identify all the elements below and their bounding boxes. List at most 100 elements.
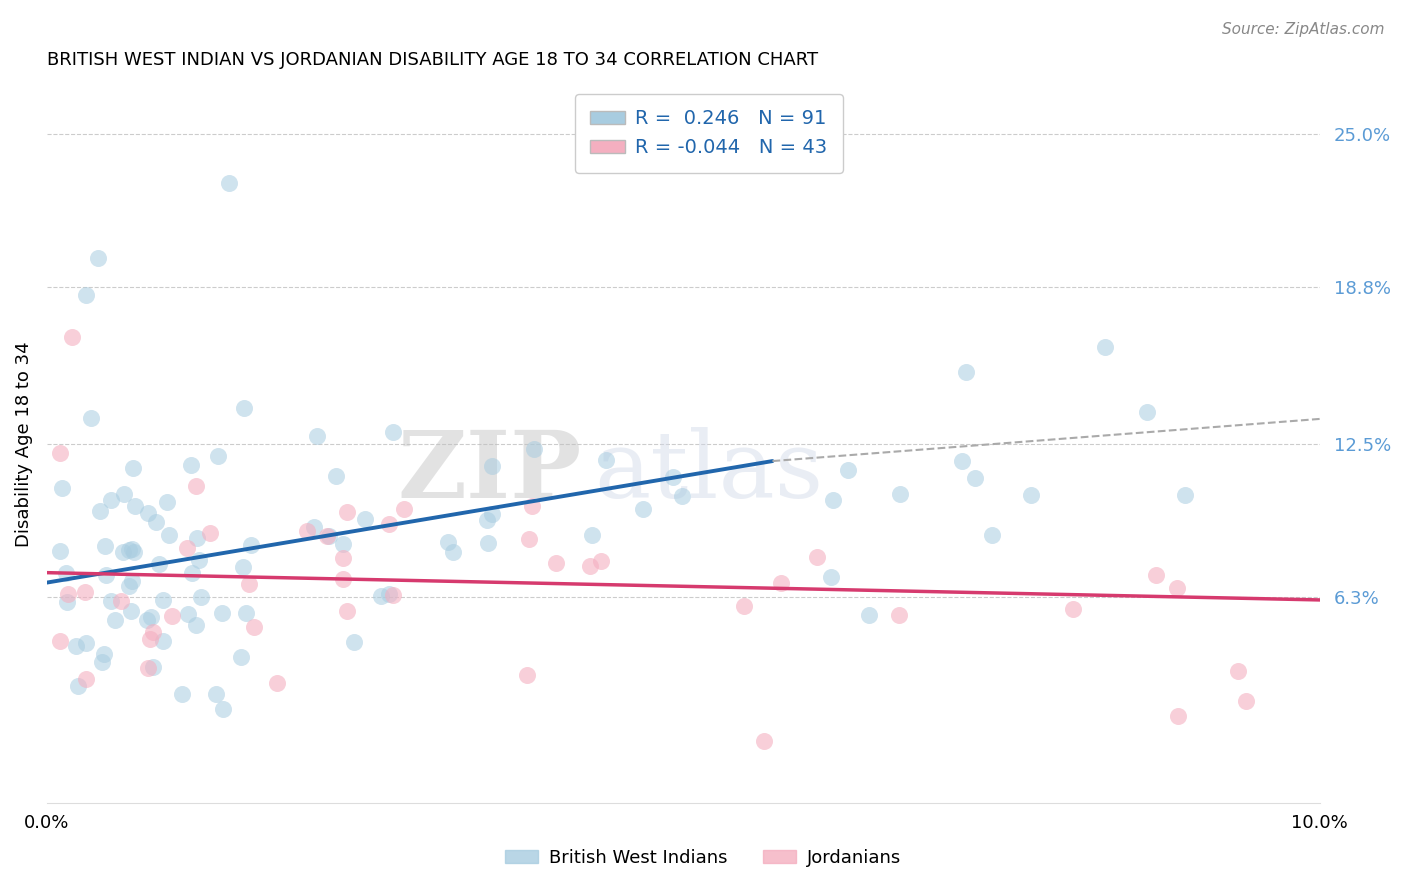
Point	[1019, 488, 1042, 502]
Point	[157, 528, 180, 542]
Point	[1234, 693, 1257, 707]
Point	[148, 557, 170, 571]
Point	[671, 489, 693, 503]
Point	[55, 566, 77, 580]
Point	[242, 620, 264, 634]
Point	[48, 543, 70, 558]
Point	[96, 567, 118, 582]
Point	[136, 661, 159, 675]
Point	[889, 487, 911, 501]
Point	[522, 500, 544, 514]
Point	[481, 507, 503, 521]
Point	[93, 647, 115, 661]
Point	[523, 442, 546, 456]
Point	[1166, 581, 1188, 595]
Point	[156, 495, 179, 509]
Point	[581, 528, 603, 542]
Point	[235, 606, 257, 620]
Point	[955, 365, 977, 379]
Point	[118, 579, 141, 593]
Point	[112, 486, 135, 500]
Point	[354, 512, 377, 526]
Point	[100, 493, 122, 508]
Point	[589, 553, 612, 567]
Point	[87, 251, 110, 265]
Text: ZIP: ZIP	[398, 427, 582, 517]
Point	[186, 531, 208, 545]
Point	[176, 541, 198, 556]
Point	[75, 584, 97, 599]
Point	[229, 650, 252, 665]
Point	[136, 613, 159, 627]
Point	[145, 516, 167, 530]
Point	[100, 594, 122, 608]
Point	[754, 734, 776, 748]
Point	[981, 527, 1004, 541]
Point	[378, 587, 401, 601]
Point	[139, 632, 162, 647]
Point	[232, 401, 254, 416]
Point	[48, 446, 70, 460]
Point	[318, 529, 340, 543]
Point	[104, 613, 127, 627]
Point	[139, 610, 162, 624]
Point	[595, 453, 617, 467]
Point	[316, 528, 339, 542]
Point	[136, 506, 159, 520]
Point	[121, 574, 143, 588]
Point	[177, 607, 200, 622]
Point	[381, 588, 404, 602]
Point	[823, 492, 845, 507]
Point	[1144, 567, 1167, 582]
Point	[332, 572, 354, 586]
Point	[769, 576, 792, 591]
Point	[631, 502, 654, 516]
Point	[124, 500, 146, 514]
Point	[1136, 405, 1159, 419]
Point	[118, 542, 141, 557]
Text: Source: ZipAtlas.com: Source: ZipAtlas.com	[1222, 22, 1385, 37]
Point	[963, 471, 986, 485]
Point	[377, 516, 399, 531]
Point	[820, 570, 842, 584]
Point	[516, 668, 538, 682]
Point	[343, 635, 366, 649]
Legend: British West Indians, Jordanians: British West Indians, Jordanians	[498, 842, 908, 874]
Point	[51, 481, 73, 495]
Point	[198, 526, 221, 541]
Point	[75, 672, 97, 686]
Point	[517, 532, 540, 546]
Point	[91, 656, 114, 670]
Point	[205, 687, 228, 701]
Point	[1174, 488, 1197, 502]
Point	[950, 453, 973, 467]
Point	[122, 460, 145, 475]
Point	[160, 609, 183, 624]
Point	[304, 520, 326, 534]
Point	[477, 536, 499, 550]
Point	[266, 676, 288, 690]
Point	[56, 586, 79, 600]
Point	[186, 618, 208, 632]
Point	[733, 599, 755, 613]
Point	[1062, 602, 1084, 616]
Point	[180, 458, 202, 472]
Point	[110, 594, 132, 608]
Point	[55, 594, 77, 608]
Point	[66, 679, 89, 693]
Point	[120, 604, 142, 618]
Point	[122, 545, 145, 559]
Point	[170, 687, 193, 701]
Point	[370, 589, 392, 603]
Point	[336, 604, 359, 618]
Point	[232, 560, 254, 574]
Point	[65, 640, 87, 654]
Point	[75, 288, 97, 302]
Point	[111, 544, 134, 558]
Point	[392, 502, 415, 516]
Point	[1094, 340, 1116, 354]
Point	[152, 633, 174, 648]
Point	[381, 425, 404, 439]
Text: atlas: atlas	[595, 427, 824, 517]
Legend: R =  0.246   N = 91, R = -0.044   N = 43: R = 0.246 N = 91, R = -0.044 N = 43	[575, 94, 842, 173]
